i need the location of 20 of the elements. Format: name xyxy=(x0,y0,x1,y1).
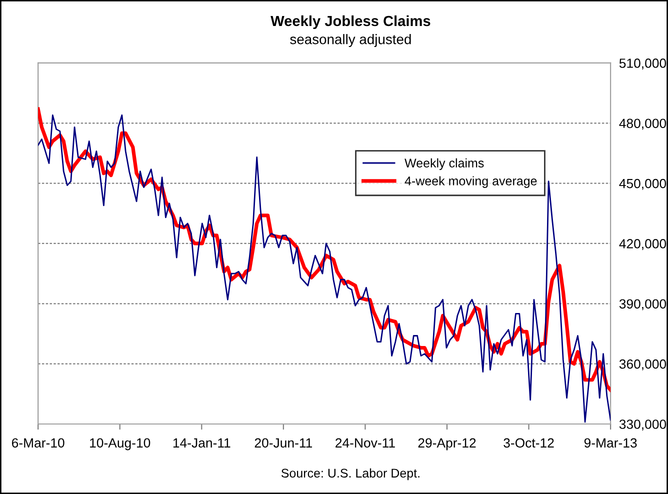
x-tick-label: 10-Aug-10 xyxy=(90,438,150,450)
x-tick-label: 24-Nov-11 xyxy=(336,438,395,448)
chart-title: Weekly Jobless Claims xyxy=(270,15,430,30)
y-tick-label: 450,000 xyxy=(619,178,666,190)
x-tick-label: 6-Mar-10 xyxy=(12,438,64,448)
legend-label: Weekly claims xyxy=(404,158,484,170)
y-tick-label: 480,000 xyxy=(619,118,666,130)
y-tick-label: 360,000 xyxy=(619,359,666,370)
y-tick-label: 420,000 xyxy=(619,239,666,250)
y-tick-label: 510,000 xyxy=(619,58,666,70)
source-note: Source: U.S. Labor Dept. xyxy=(281,468,420,480)
legend-label: 4-week moving average xyxy=(404,176,537,188)
x-tick-label: 29-Apr-12 xyxy=(418,438,476,450)
x-tick-label: 3-Oct-12 xyxy=(504,438,554,448)
chart-subtitle: seasonally adjusted xyxy=(290,34,411,47)
y-tick-label: 330,000 xyxy=(619,420,666,430)
x-tick-label: 14-Jan-11 xyxy=(173,438,230,448)
x-tick-label: 20-Jun-11 xyxy=(254,438,312,448)
y-tick-label: 390,000 xyxy=(619,299,666,310)
x-tick-label: 9-Mar-13 xyxy=(584,438,637,448)
